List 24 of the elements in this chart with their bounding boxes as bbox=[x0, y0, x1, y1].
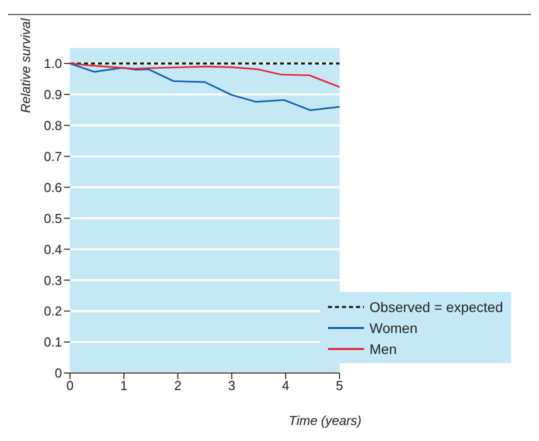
legend-label: Observed = expected bbox=[370, 298, 503, 314]
line-series bbox=[70, 62, 340, 88]
y-tick-label: 0.9 bbox=[44, 87, 62, 102]
y-tick-label: 0.8 bbox=[44, 118, 62, 133]
legend-label: Men bbox=[370, 340, 397, 356]
x-tick-label: 3 bbox=[228, 378, 236, 394]
y-tick-label: 0.7 bbox=[44, 148, 62, 164]
y-tick-label: 0.1 bbox=[44, 334, 62, 350]
y-tick-label: 0 bbox=[54, 366, 62, 381]
legend-label: Women bbox=[370, 320, 418, 336]
y-axis-title: Relative survival bbox=[18, 17, 34, 113]
y-tick-label: 0.6 bbox=[44, 180, 62, 195]
x-tick-label: 5 bbox=[336, 378, 344, 394]
x-tick-label: 1 bbox=[120, 378, 128, 394]
x-tick-label: 4 bbox=[282, 378, 290, 394]
y-tick-label: 0.4 bbox=[44, 242, 62, 257]
line-series bbox=[70, 62, 340, 112]
y-tick-label: 1.0 bbox=[44, 56, 62, 72]
x-tick-label: 0 bbox=[66, 378, 74, 394]
y-tick-label: 0.3 bbox=[44, 272, 62, 288]
y-tick-label: 0.5 bbox=[44, 210, 62, 226]
x-tick-label: 2 bbox=[174, 378, 182, 394]
x-axis-title: Time (years) bbox=[288, 413, 362, 428]
y-tick-label: 0.2 bbox=[44, 304, 62, 319]
